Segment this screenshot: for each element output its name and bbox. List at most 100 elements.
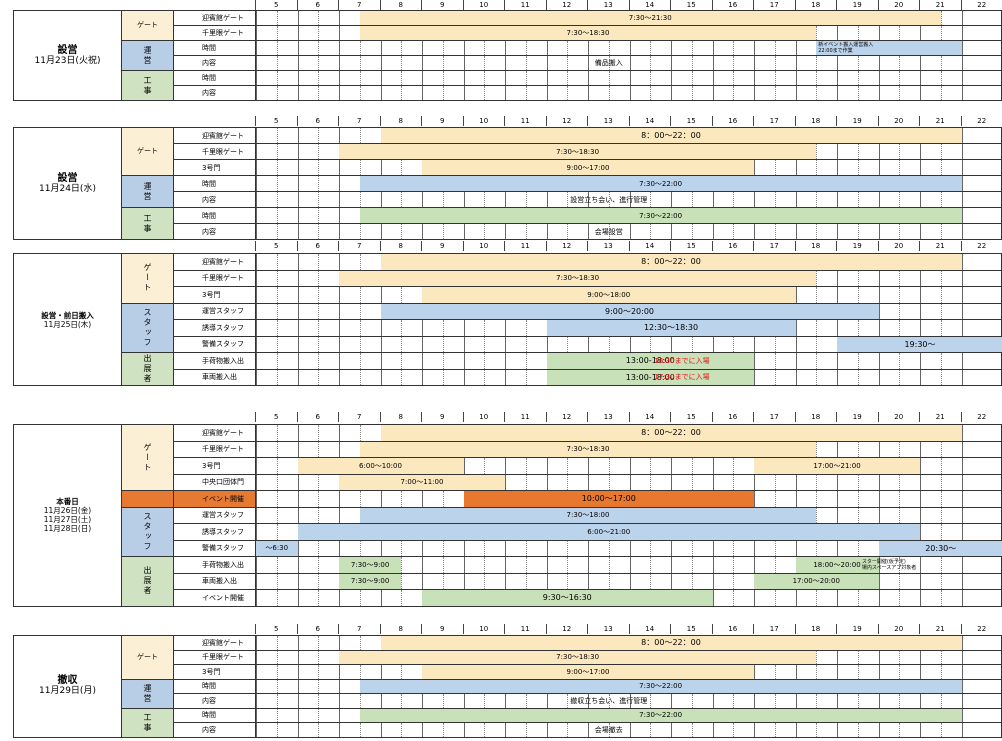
day-cell: 撤収 11月29日(月) xyxy=(14,636,122,737)
half-hour-line xyxy=(318,507,320,523)
grid-line xyxy=(339,723,340,737)
hour-label: 20 xyxy=(877,116,920,126)
row-label: 誘導スタッフ xyxy=(174,320,256,336)
half-hour-line xyxy=(899,353,901,369)
grid-line xyxy=(297,425,299,441)
day-info: 撤収 11月29日(月) xyxy=(39,675,96,697)
grid-line xyxy=(754,160,755,175)
grid-line xyxy=(588,336,589,352)
grid-line xyxy=(256,336,257,352)
hour-label: 13 xyxy=(587,116,629,126)
group-cell xyxy=(122,491,174,508)
grid-line xyxy=(712,474,714,490)
half-hour-line xyxy=(318,694,320,708)
grid-line xyxy=(629,41,631,55)
half-hour-line xyxy=(940,71,942,85)
grid-line xyxy=(339,679,340,693)
grid-line xyxy=(629,573,631,589)
row-label: 内容 xyxy=(174,192,256,207)
half-hour-line xyxy=(608,540,610,556)
half-hour-line xyxy=(774,369,776,385)
hour-grid: 7:30～22:00 xyxy=(256,208,1002,223)
grid-line xyxy=(878,557,880,573)
half-hour-line xyxy=(774,353,776,369)
grid-line xyxy=(712,336,714,352)
half-hour-line xyxy=(318,336,320,352)
half-hour-line xyxy=(276,192,278,207)
half-hour-line xyxy=(318,636,320,650)
half-hour-line xyxy=(940,491,942,507)
row-label: 迎賓館ゲート xyxy=(174,636,256,650)
hour-grid: 9:00～17:00 xyxy=(256,665,1002,679)
grid-line xyxy=(380,491,382,507)
half-hour-line xyxy=(484,224,486,239)
row-label: 時間 xyxy=(174,176,256,191)
grid-line xyxy=(588,71,589,85)
half-hour-line xyxy=(899,287,901,303)
half-hour-line xyxy=(899,557,901,573)
hour-label: 9 xyxy=(421,241,463,251)
grid-line xyxy=(961,176,963,191)
grid-line xyxy=(961,679,963,693)
grid-line xyxy=(837,71,838,85)
half-hour-line xyxy=(899,474,901,490)
grid-line xyxy=(878,694,880,708)
row-label: 時間 xyxy=(174,71,256,85)
row-label: 千里眼ゲート xyxy=(174,26,256,40)
grid-line xyxy=(795,56,797,70)
half-hour-line xyxy=(359,254,361,270)
half-hour-line xyxy=(857,474,859,490)
half-hour-line xyxy=(484,320,486,336)
time-bar: 9:00～20:00 xyxy=(380,303,879,319)
grid-line xyxy=(297,86,299,100)
half-hour-line xyxy=(940,723,942,737)
grid-line xyxy=(422,86,423,100)
half-hour-line xyxy=(276,694,278,708)
half-hour-line xyxy=(608,86,610,100)
grid-line xyxy=(754,56,755,70)
schedule-row: 千里眼ゲート 7:30～18:30 xyxy=(174,144,1002,160)
grid-line xyxy=(546,71,548,85)
half-hour-line xyxy=(940,474,942,490)
half-hour-line xyxy=(401,192,403,207)
grid-line xyxy=(961,491,963,507)
grid-line xyxy=(878,86,880,100)
half-hour-line xyxy=(857,56,859,70)
half-hour-line xyxy=(940,11,942,25)
grid-line xyxy=(671,540,672,556)
grid-line xyxy=(297,474,299,490)
half-hour-line xyxy=(484,694,486,708)
grid-line xyxy=(837,26,838,40)
hour-label: 20 xyxy=(877,241,920,251)
time-bar: 8：00～22：00 xyxy=(380,425,962,441)
grid-line xyxy=(920,26,921,40)
half-hour-line xyxy=(276,41,278,55)
half-hour-line xyxy=(484,336,486,352)
grid-line xyxy=(712,192,714,207)
grid-line xyxy=(837,723,838,737)
hour-label: 16 xyxy=(711,241,754,251)
half-hour-line xyxy=(276,474,278,490)
grid-line xyxy=(878,320,880,336)
grid-line xyxy=(256,192,257,207)
schedule-row: 千里眼ゲート 7:30～18:30 xyxy=(174,26,1002,41)
grid-line xyxy=(878,590,880,606)
grid-line xyxy=(588,41,589,55)
time-bar: 新イベント搬入運営搬入 22:00まで作業 xyxy=(816,41,962,55)
day-block: 設営・前日搬入 11月25日(木) ゲート スタッフ 出展者 迎賓館ゲート 8：00～22：… xyxy=(13,253,1002,386)
grid-line xyxy=(463,694,465,708)
grid-line xyxy=(422,71,423,85)
time-bar: 7:30～18:30 xyxy=(339,650,817,664)
grid-line xyxy=(671,694,672,708)
grid-line xyxy=(339,56,340,70)
half-hour-line xyxy=(899,694,901,708)
grid-line xyxy=(920,287,921,303)
hour-label: 6 xyxy=(296,116,339,126)
half-hour-line xyxy=(359,287,361,303)
hour-label: 18 xyxy=(794,241,837,251)
grid-line xyxy=(339,287,340,303)
half-hour-line xyxy=(318,474,320,490)
grid-line xyxy=(961,71,963,85)
time-bar: 7:30～18:00 xyxy=(359,507,817,523)
grid-line xyxy=(339,540,340,556)
